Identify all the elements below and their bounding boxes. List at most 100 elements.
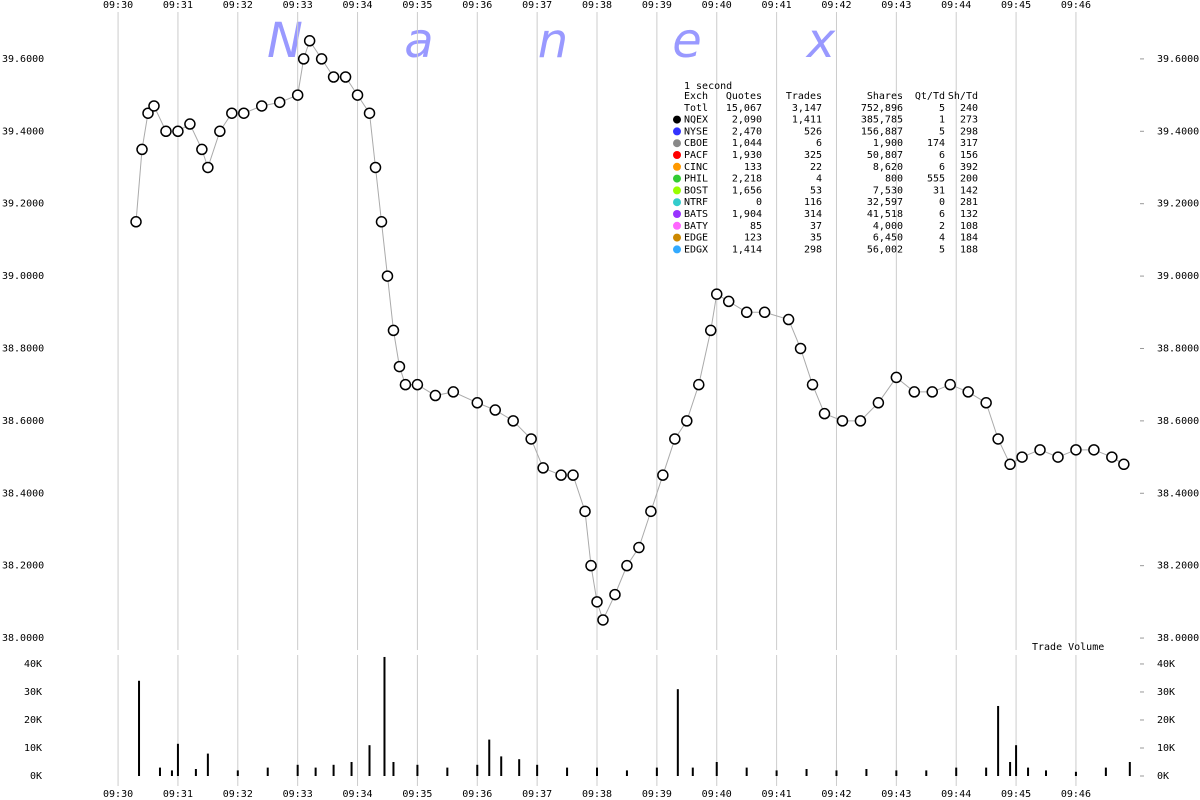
x-tick-label: 09:45 <box>1001 789 1031 800</box>
table-cell: 184 <box>960 233 978 244</box>
table-cell: Totl <box>684 103 708 114</box>
price-marker <box>160 125 172 138</box>
y-tick-label-right: 39.0000 <box>1157 271 1199 282</box>
volume-bar <box>676 689 679 776</box>
volume-bar <box>206 753 209 776</box>
table-cell: 41,518 <box>867 209 903 220</box>
volume-bar <box>416 764 419 776</box>
table-cell: 156,887 <box>861 126 903 137</box>
exchange-marker <box>673 139 681 148</box>
price-marker <box>980 397 992 409</box>
volume-bar <box>176 743 179 776</box>
volume-bar <box>997 705 1000 776</box>
y-tick-label-right: 10K <box>1157 743 1175 754</box>
x-tick-label-top: 09:35 <box>402 0 432 11</box>
table-header: Sh/Td <box>948 91 978 102</box>
exchange-marker <box>673 210 681 218</box>
price-marker <box>369 161 382 174</box>
table-cell: 240 <box>960 103 978 114</box>
table-cell: 298 <box>804 244 822 255</box>
table-cell: 317 <box>960 138 978 149</box>
watermark-letter: N <box>267 13 303 69</box>
price-marker <box>854 415 867 427</box>
table-header: Exch <box>684 91 708 102</box>
table-cell: 392 <box>960 162 978 173</box>
table-cell: 6,450 <box>873 233 903 244</box>
volume-bar <box>1009 761 1012 776</box>
price-marker <box>471 397 484 409</box>
watermark-letter: a <box>404 13 433 69</box>
table-header: Quotes <box>726 91 762 102</box>
price-marker <box>782 313 795 326</box>
price-marker <box>297 53 310 65</box>
volume-bar <box>194 768 197 776</box>
watermark-letter: x <box>805 13 836 69</box>
table-cell: EDGE <box>684 233 708 244</box>
volume-bar <box>392 761 395 776</box>
volume-bar <box>266 767 269 776</box>
price-marker <box>597 614 609 626</box>
table-cell: 298 <box>960 126 978 137</box>
table-header: Trades <box>786 91 822 102</box>
x-tick-label: 09:46 <box>1061 789 1091 800</box>
volume-bar <box>835 770 838 776</box>
table-cell: 22 <box>810 162 822 173</box>
price-marker <box>214 125 226 138</box>
table-cell: 6 <box>939 150 945 161</box>
table-cell: 526 <box>804 126 822 137</box>
price-marker <box>555 469 567 481</box>
price-marker <box>351 89 364 101</box>
table-cell: 188 <box>960 244 978 255</box>
table-cell: NTRF <box>684 197 708 208</box>
y-tick-label: 39.0000 <box>2 271 44 282</box>
price-marker <box>256 100 268 112</box>
x-tick-label-top: 09:39 <box>642 0 672 11</box>
table-cell: 116 <box>804 197 822 208</box>
volume-bar <box>170 770 173 776</box>
table-cell: 555 <box>927 174 945 185</box>
volume-bar <box>1045 770 1048 776</box>
price-marker <box>363 107 376 119</box>
volume-bar <box>446 767 449 776</box>
y-tick-label: 38.4000 <box>2 488 44 499</box>
volume-bar <box>476 764 479 776</box>
price-marker <box>447 386 460 398</box>
exchange-marker <box>673 233 681 242</box>
table-cell: 2,090 <box>732 115 762 126</box>
price-marker <box>872 397 885 409</box>
table-cell: EDGX <box>684 244 708 255</box>
table-cell: 385,785 <box>861 115 903 126</box>
volume-bar <box>236 770 239 776</box>
exchange-marker <box>673 221 681 230</box>
x-tick-label-top: 09:43 <box>881 0 911 11</box>
price-marker <box>238 107 250 119</box>
price-marker <box>1004 458 1016 471</box>
price-marker <box>273 96 286 109</box>
table-cell: 37 <box>810 221 822 232</box>
x-tick-label: 09:36 <box>462 789 492 800</box>
price-marker <box>303 35 316 47</box>
y-tick-label: 38.0000 <box>2 633 44 644</box>
table-cell: NQEX <box>684 115 708 126</box>
x-tick-label: 09:32 <box>223 789 253 800</box>
y-tick-label-right: 39.6000 <box>1157 54 1199 65</box>
x-tick-label: 09:38 <box>582 789 612 800</box>
price-marker <box>196 143 208 156</box>
price-marker <box>339 71 352 83</box>
volume-bar <box>895 770 898 776</box>
price-marker <box>1034 444 1046 456</box>
price-marker <box>399 378 412 391</box>
volume-bar <box>1015 745 1018 776</box>
price-marker <box>705 324 717 337</box>
x-tick-label-top: 09:37 <box>522 0 552 11</box>
y-tick-label-right: 20K <box>1157 715 1175 726</box>
table-cell: 4,000 <box>873 221 903 232</box>
y-tick-label-right: 0K <box>1157 771 1169 782</box>
table-cell: 31 <box>933 185 945 196</box>
y-tick-label: 39.4000 <box>2 126 44 137</box>
price-marker <box>758 306 771 319</box>
table-cell: 2 <box>939 221 945 232</box>
table-cell: 108 <box>960 221 978 232</box>
price-marker <box>148 100 160 112</box>
